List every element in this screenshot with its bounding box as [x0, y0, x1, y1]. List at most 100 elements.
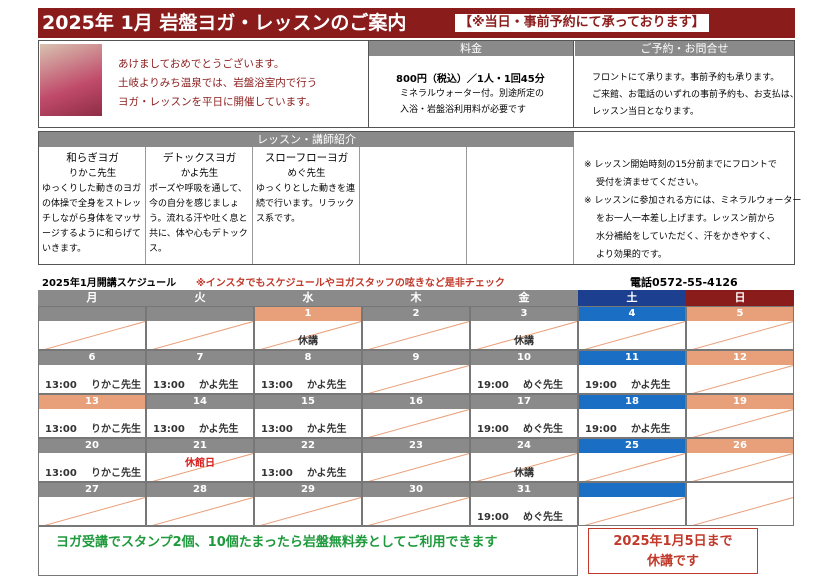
diagonal-line: [368, 497, 469, 525]
lesson-col: [39, 147, 146, 264]
lesson-col: [360, 147, 467, 264]
diagonal: [692, 365, 793, 393]
date-bar: 14: [147, 395, 253, 409]
photo: [40, 44, 102, 116]
date-bar: 1: [255, 307, 361, 321]
teacher: めぐ先生: [523, 380, 563, 391]
contact-line: ご来館、お電話のいずれの事前予約も、お支払は、: [592, 90, 799, 100]
date-bar: [579, 483, 685, 497]
date-bar: 5: [687, 307, 793, 321]
closed: 休館日: [185, 458, 215, 469]
day-cell: 21 休館日: [146, 438, 254, 482]
day-cell: [38, 306, 146, 350]
note: ※ レッスンに参加される方には、ミネラルウォーター: [584, 196, 802, 206]
schedule-title: 2025年1月開講スケジュール: [42, 278, 177, 289]
diagonal: [368, 365, 469, 393]
day-header: 火: [146, 290, 254, 306]
date-bar: 18: [579, 395, 685, 409]
time: 19:00: [585, 424, 617, 435]
date-bar: 25: [579, 439, 685, 453]
day-header: 月: [38, 290, 146, 306]
teacher: りかこ先生: [91, 468, 141, 479]
contact-heading: ご予約・お問合せ: [575, 41, 794, 56]
diagonal: [584, 453, 685, 481]
time: 13:00: [153, 380, 185, 391]
diagonal-line: [692, 409, 793, 437]
date-bar: 8: [255, 351, 361, 365]
diagonal: [44, 497, 145, 525]
date-bar: 21: [147, 439, 253, 453]
day-cell: 11 19:00 かよ先生: [578, 350, 686, 394]
time: 13:00: [45, 468, 77, 479]
lesson-box: [38, 131, 795, 265]
day-header: 日: [686, 290, 794, 306]
diagonal-line: [152, 321, 253, 349]
closure-line: 2025年1月5日まで: [613, 534, 733, 549]
date-bar: 3: [471, 307, 577, 321]
teacher: かよ先生: [307, 424, 347, 435]
teacher: かよ先生: [307, 468, 347, 479]
date-bar: 2: [363, 307, 469, 321]
day-cell: 23: [362, 438, 470, 482]
day-header: 土: [578, 290, 686, 306]
diagonal: [368, 453, 469, 481]
day-cell: 29: [254, 482, 362, 526]
diagonal: [692, 497, 793, 525]
date-bar: 19: [687, 395, 793, 409]
lesson-col: [146, 147, 253, 264]
day-cell: 22 13:00 かよ先生: [254, 438, 362, 482]
phone: 電話0572-55-4126: [630, 276, 738, 289]
date-bar: 28: [147, 483, 253, 497]
diagonal: [44, 321, 145, 349]
diagonal-line: [476, 453, 577, 481]
day-cell: 24 休講: [470, 438, 578, 482]
time: 13:00: [153, 424, 185, 435]
day-cell: 14 13:00 かよ先生: [146, 394, 254, 438]
note: 水分補給をしていただく、汗をかきやすく、: [596, 232, 776, 242]
diagonal: [692, 321, 793, 349]
day-cell: 25: [578, 438, 686, 482]
day-cell: [686, 482, 794, 526]
intro: あけましておめでとうございます。 土岐よりみち温泉では、岩盤浴室内で行う ヨガ・…: [118, 55, 317, 112]
lesson-desc: ポーズや呼吸を通して、今の自分を感じましょう。流れる汗や吐く息と共に、体や心もデ…: [149, 184, 248, 254]
lesson-teacher: かよ先生: [180, 168, 219, 179]
lesson-col: [467, 147, 574, 264]
day-cell: 19: [686, 394, 794, 438]
diagonal-line: [44, 321, 145, 349]
lesson-teacher: りかこ先生: [68, 168, 117, 179]
cancel: 休講: [514, 468, 534, 479]
lesson-name: デトックスヨガ: [162, 152, 237, 164]
date-bar: 12: [687, 351, 793, 365]
time: 13:00: [45, 380, 77, 391]
day-cell: 13 13:00 りかこ先生: [38, 394, 146, 438]
day-cell: 30: [362, 482, 470, 526]
diagonal: [368, 321, 469, 349]
diagonal-line: [152, 497, 253, 525]
teacher: めぐ先生: [523, 424, 563, 435]
intro-line: あけましておめでとうございます。: [118, 58, 285, 70]
day-header: 水: [254, 290, 362, 306]
date-bar: [39, 307, 145, 321]
price-heading: 料金: [369, 41, 573, 56]
diagonal-line: [368, 321, 469, 349]
day-cell: 16: [362, 394, 470, 438]
time: 19:00: [477, 512, 509, 523]
diagonal: [260, 497, 361, 525]
diagonal: [584, 497, 685, 525]
price-line: 入浴・岩盤浴利用料が必要です: [400, 105, 527, 115]
date-bar: 4: [579, 307, 685, 321]
lesson-desc: ゆっくりした動きのヨガの体操で全身をストレッチしながら身体をマッサージするように…: [42, 184, 142, 254]
cancel: 休講: [298, 336, 318, 347]
cancel: 休講: [514, 336, 534, 347]
day-cell: 7 13:00 かよ先生: [146, 350, 254, 394]
diagonal-line: [476, 321, 577, 349]
diagonal: [260, 321, 361, 349]
diagonal-line: [692, 453, 793, 481]
closure-box: 2025年1月5日まで 休講です: [588, 528, 758, 574]
day-cell: 9: [362, 350, 470, 394]
diagonal: [368, 497, 469, 525]
day-cell: [146, 306, 254, 350]
closure-line: 休講です: [646, 554, 699, 569]
day-header: 金: [470, 290, 578, 306]
